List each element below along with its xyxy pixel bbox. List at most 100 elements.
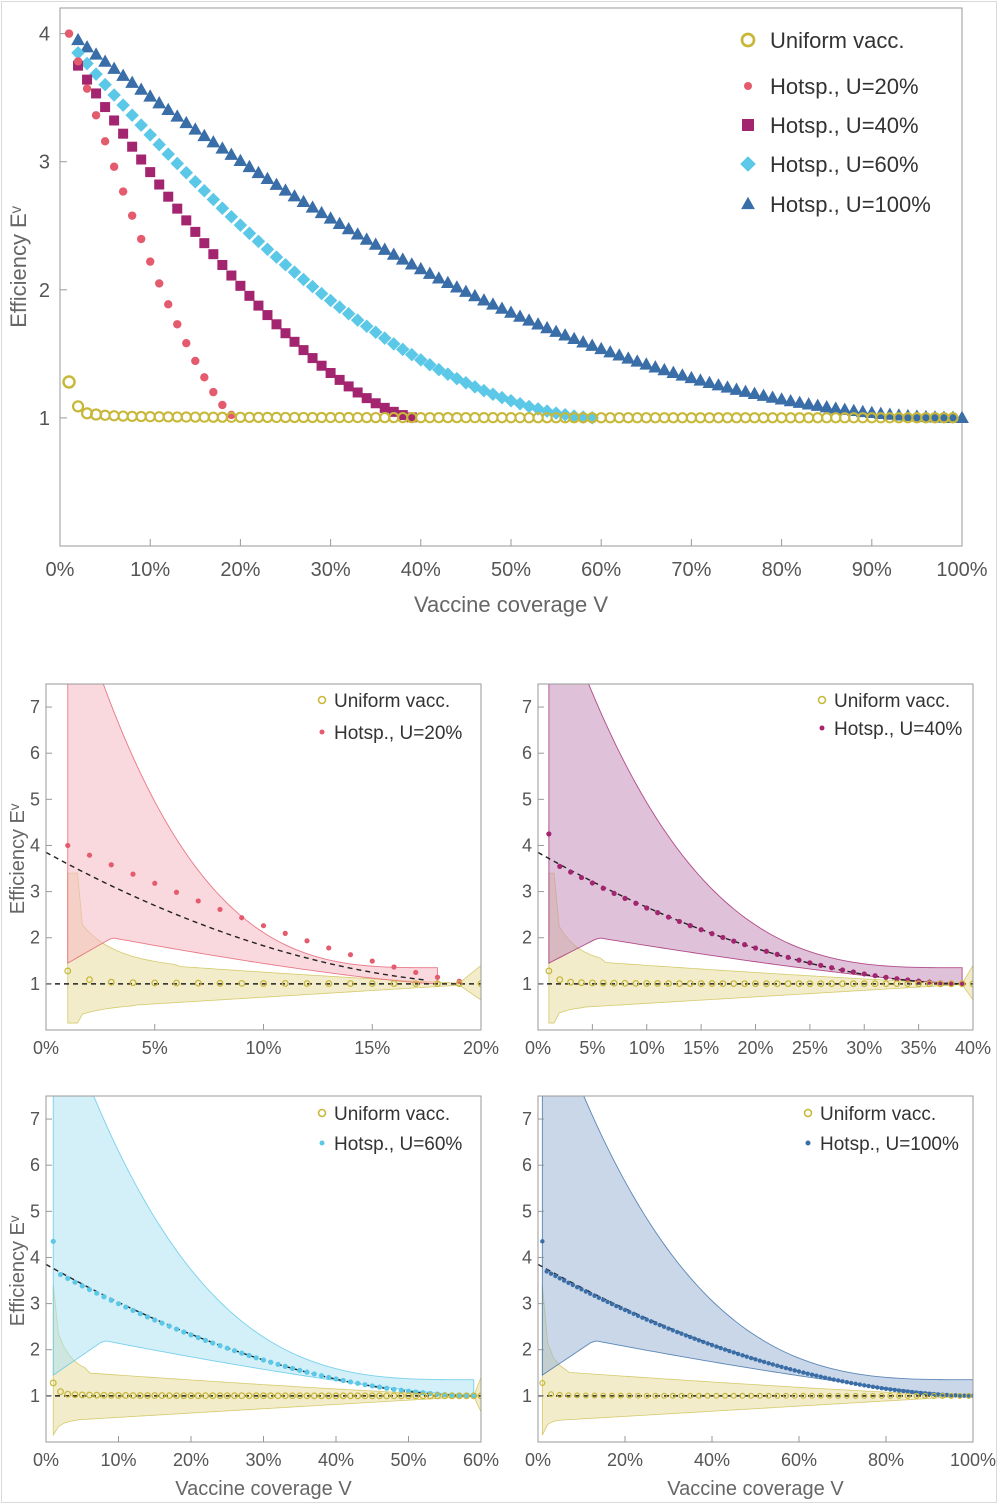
main-point-hotsp-u-100- [206, 135, 221, 148]
uniform-point [238, 979, 246, 987]
uniform-point [434, 980, 441, 988]
uniform-point [669, 1392, 676, 1399]
uniform-point [281, 1392, 289, 1400]
main-point-hotsp-u-100- [305, 200, 320, 213]
main-point-hotsp-u-40- [289, 336, 300, 347]
main-point-hotsp-u-100- [828, 401, 843, 414]
hotspot-point [574, 1284, 580, 1290]
hotspot-point [544, 1269, 549, 1274]
panel-u40: 1 2 3 4 5 6 7 0% 5% 10% 15% 20% 25% 30% 35% 40% Uniform … [522, 683, 991, 1058]
uniform-point [599, 979, 607, 987]
hotspot-point [840, 1379, 845, 1384]
hotspot-point [333, 1376, 339, 1382]
hotspot-point [870, 1384, 876, 1390]
panel-u20: 1 2 3 4 5 6 7 0% 5% 10% 15% 20% Efficiency Eᵛ Uniform… [7, 683, 499, 1058]
hotspot-point [384, 1385, 390, 1391]
uniform-point [913, 1392, 920, 1399]
main-point-hotsp-u-100- [152, 96, 167, 109]
x-tick-label: 10% [629, 1038, 665, 1058]
main-point-uniform [667, 412, 679, 424]
main-point-hotsp-u-40- [181, 215, 192, 226]
legend-marker-uniform [317, 695, 327, 705]
hotspot-point [775, 1363, 780, 1368]
main-point-uniform [947, 412, 959, 424]
main-point-uniform [198, 411, 210, 423]
main-point-uniform [352, 411, 364, 424]
main-legend-label: Uniform vacc. [770, 28, 904, 53]
x-tick-label: 30% [846, 1038, 882, 1058]
uniform-point [548, 1391, 555, 1398]
hotspot-point [883, 1386, 889, 1391]
uniform-point [969, 980, 973, 988]
y-tick-label: 2 [30, 1340, 40, 1360]
panel-frame [537, 1095, 974, 1443]
uniform-point [100, 1391, 108, 1399]
hotspot-point [931, 1391, 937, 1397]
y-tick-label: 5 [30, 789, 40, 809]
main-point-hotsp-u-40- [280, 328, 291, 339]
main-point-hotsp-u-100- [504, 305, 518, 318]
uniform-point [289, 1392, 296, 1400]
main-point-uniform [379, 411, 391, 424]
hotspot-point [714, 1344, 719, 1349]
main-point-hotsp-u-60- [350, 313, 365, 327]
panel-inner [46, 1096, 481, 1437]
main-point-uniform [649, 412, 661, 424]
uniform-point [539, 1379, 546, 1386]
main-point-hotsp-u-40- [136, 154, 147, 165]
hotspot-point [159, 1320, 165, 1326]
main-point-hotsp-u-60- [414, 353, 428, 367]
uniform-point [741, 980, 749, 988]
uniform-point [817, 1392, 824, 1399]
main-point-hotsp-u-60- [359, 319, 374, 334]
main-point-hotsp-u-60- [98, 77, 112, 92]
uniform-point [412, 980, 420, 988]
main-point-uniform [460, 412, 472, 424]
main-point-hotsp-u-60- [368, 325, 383, 340]
uniform-point [800, 1392, 807, 1399]
hotspot-point [579, 1287, 584, 1292]
uniform-point [719, 980, 727, 988]
hotspot-point [65, 1275, 71, 1281]
uniform-point [238, 1392, 246, 1400]
main-point-hotsp-u-100- [233, 153, 248, 167]
hotspot-point [282, 930, 288, 936]
main-point-hotsp-u-40- [73, 60, 84, 71]
main-point-hotsp-u-40- [406, 412, 417, 423]
y-tick-label: 1 [522, 974, 532, 994]
main-point-hotsp-u-100- [440, 275, 455, 289]
panel-u60: 1 2 3 4 5 6 7 0% 10% 20% 30% 40% 50% 60% Vaccine cover… [7, 1095, 499, 1500]
main-point-hotsp-u-100- [531, 317, 545, 330]
hotspot-point [688, 1334, 693, 1340]
hotspot-point [434, 974, 441, 980]
y-tick-label: 5 [522, 1201, 532, 1221]
x-tick-label: 0% [33, 1038, 59, 1058]
main-point-hotsp-u-40- [208, 249, 219, 260]
x-tick-label: 35% [901, 1038, 937, 1058]
main-point-uniform [171, 411, 183, 423]
hotspot-point [347, 952, 354, 958]
main-point-hotsp-u-100- [495, 301, 509, 314]
uniform-point [739, 1392, 746, 1399]
uniform-point [782, 1392, 789, 1399]
hotspot-point [648, 1319, 654, 1324]
main-point-hotsp-u-60- [251, 234, 266, 249]
hotspot-point [557, 1276, 562, 1281]
uniform-point [852, 1392, 859, 1399]
main-point-hotsp-u-40- [244, 290, 255, 301]
uniform-point [115, 1391, 122, 1399]
main-point-hotsp-u-40- [172, 203, 183, 214]
uniform-point [71, 1391, 79, 1399]
hotspot-point [785, 954, 791, 960]
hotspot-point [282, 1363, 288, 1369]
main-point-hotsp-u-40- [118, 128, 129, 139]
hotspot-point [779, 1364, 784, 1370]
uniform-point [274, 1392, 282, 1400]
main-point-hotsp-u-20- [173, 320, 182, 329]
uniform-point [661, 1392, 668, 1399]
main-point-hotsp-u-40- [370, 398, 381, 409]
uniform-point [216, 1392, 224, 1400]
main-point-uniform [496, 412, 508, 424]
hotspot-point [557, 863, 563, 869]
main-point-hotsp-u-40- [397, 410, 408, 421]
